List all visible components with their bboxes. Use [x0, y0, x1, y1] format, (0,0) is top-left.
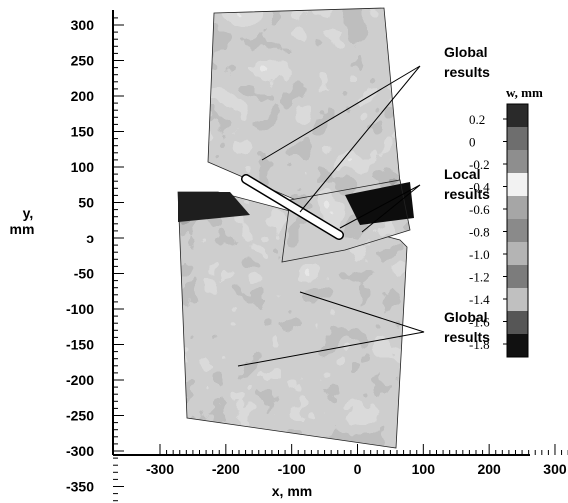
colorbar-swatch: [507, 173, 528, 197]
y-tick-label: 200: [71, 88, 95, 104]
x-tick-label: -300: [146, 461, 174, 477]
colorbar-label: -1.4: [469, 292, 490, 307]
colorbar-swatch: [507, 104, 528, 128]
x-tick-label: 200: [477, 461, 501, 477]
axes: [112, 10, 530, 456]
y-tick-label: -100: [66, 301, 94, 317]
colorbar-label: -0.4: [469, 180, 490, 195]
colorbar-label: -1.8: [469, 337, 490, 352]
y-tick-label: -200: [66, 372, 94, 388]
colorbar-label: -0.6: [469, 202, 490, 217]
slot: [241, 174, 344, 240]
y-tick-label: -350: [66, 479, 94, 495]
colorbar-title: w, mm: [506, 85, 543, 100]
y-axis-label-line2: mm: [10, 221, 35, 237]
colorbar-label: -0.2: [469, 157, 490, 172]
callout-lines: [237, 65, 425, 367]
y-tick-label: -150: [66, 337, 94, 353]
y-tick-label: 100: [71, 159, 95, 175]
colorbar-swatch: [507, 150, 528, 174]
y-tick-label: ɔ: [86, 230, 94, 246]
y-tick-label: 250: [71, 53, 95, 69]
x-tick-label: 300: [543, 461, 567, 477]
y-tick-label: 150: [71, 124, 95, 140]
annotation-local: Local results: [444, 166, 490, 202]
colorbar-label: -1.2: [469, 270, 490, 285]
y-tick-label: -250: [66, 408, 94, 424]
local-dark-region: [345, 182, 414, 225]
colorbar-swatch: [507, 288, 528, 312]
colorbar-label: -0.8: [469, 225, 490, 240]
colorbar-label: 0: [469, 135, 476, 150]
colorbar-swatch: [507, 311, 528, 335]
colorbar-frame: [506, 103, 529, 358]
colorbar: w, mm 0.2 0 -0.2 -0.4 -0.6 -0.8 -1.0 -1.2 -1.4 -1…: [469, 85, 543, 358]
x-tick-label: 100: [412, 461, 436, 477]
y-tick-label: 50: [78, 195, 94, 211]
annotation-global-bottom-line1: Global: [444, 309, 488, 325]
x-tick-label: 0: [354, 461, 362, 477]
annotation-global-bottom: Global results: [444, 309, 490, 345]
x-tick-marks: -300 -200 -100 0 100 200 300: [146, 444, 568, 477]
annotation-local-line2: results: [444, 186, 490, 202]
x-axis-label: x, mm: [272, 483, 312, 499]
colorbar-swatch: [507, 219, 528, 243]
colorbar-label: 0.2: [469, 112, 485, 127]
colorbar-swatch: [507, 196, 528, 220]
annotation-global-top: Global results: [444, 44, 490, 80]
annotation-local-line1: Local: [444, 166, 481, 182]
x-tick-label: -100: [278, 461, 306, 477]
colorbar-swatch: [507, 242, 528, 266]
colorbar-swatch: [507, 334, 528, 358]
y-tick-label: -50: [74, 266, 94, 282]
y-tick-marks: 300 250 200 150 100 50 ɔ -50 -100 -150 -200 -250 -30…: [66, 17, 124, 502]
dark-corner-region: [178, 192, 250, 222]
annotation-global-top-line2: results: [444, 64, 490, 80]
y-axis-label-line1: y,: [23, 205, 34, 221]
colorbar-swatch: [507, 127, 528, 151]
colorbar-label: -1.6: [469, 315, 490, 330]
colorbar-swatch: [507, 265, 528, 289]
annotation-global-top-line1: Global: [444, 44, 488, 60]
y-tick-label: 300: [71, 17, 95, 33]
y-tick-label: -300: [66, 443, 94, 459]
annotation-global-bottom-line2: results: [444, 329, 490, 345]
colorbar-label: -1.0: [469, 247, 490, 262]
x-tick-label: -200: [212, 461, 240, 477]
